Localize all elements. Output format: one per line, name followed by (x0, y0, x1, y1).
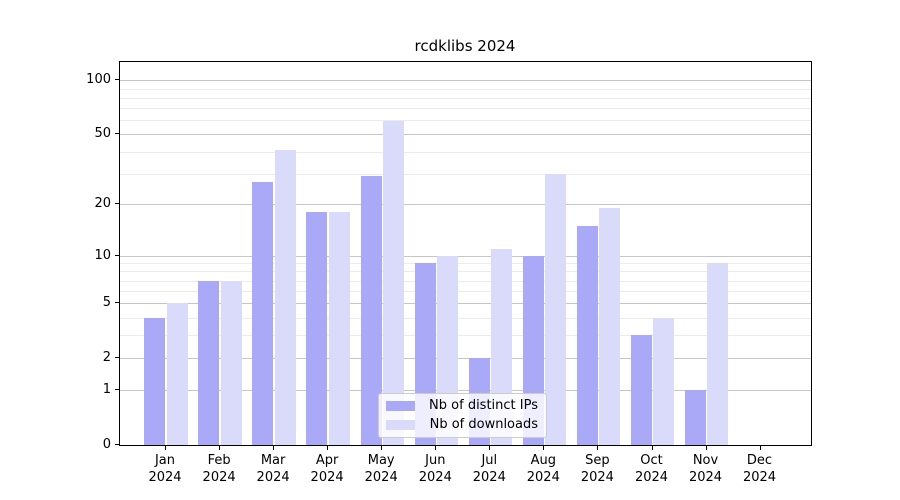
gridline-minor (120, 120, 811, 122)
bar-distinct-ips-nov (684, 390, 706, 445)
legend: Nb of distinct IPs Nb of downloads (378, 393, 547, 438)
legend-item-downloads: Nb of downloads (386, 418, 538, 432)
x-tick-label: Dec 2024 (742, 453, 777, 485)
gridline-minor (120, 317, 811, 319)
x-tick-label: Feb 2024 (202, 453, 236, 485)
gridline-minor (120, 151, 811, 153)
gridline-major (120, 204, 811, 206)
x-tick-mark (543, 446, 545, 450)
gridline-major (120, 303, 811, 305)
gridline-major (120, 358, 811, 360)
gridline-minor (120, 97, 811, 99)
gridline-minor (120, 263, 811, 264)
y-tick-mark (115, 444, 119, 445)
gridline-minor (120, 88, 811, 90)
bar-downloads-jan (166, 303, 188, 445)
y-tick-mark (115, 389, 119, 391)
y-tick-mark (115, 133, 119, 135)
y-tick-label: 0 (102, 437, 111, 452)
y-tick-label: 2 (102, 350, 111, 366)
y-tick-label: 100 (86, 72, 111, 88)
x-tick-label: Sep 2024 (580, 453, 614, 485)
gridline-minor (120, 291, 811, 293)
gridline-minor (120, 271, 811, 273)
bar-downloads-apr (328, 212, 350, 445)
gridline-major (120, 390, 811, 392)
x-tick-mark (489, 446, 491, 450)
x-tick-label: Jun 2024 (418, 453, 452, 485)
x-tick-label: Aug 2024 (526, 453, 560, 485)
x-tick-mark (165, 446, 166, 450)
x-tick-mark (327, 446, 329, 450)
y-tick-mark (115, 302, 119, 304)
gridline-minor (120, 335, 811, 337)
bar-distinct-ips-oct (630, 335, 652, 445)
bar-distinct-ips-apr (306, 212, 328, 445)
x-tick-mark (705, 446, 707, 450)
x-tick-label: Jan 2024 (148, 453, 182, 485)
y-tick-label: 50 (94, 126, 111, 142)
gridline-minor (120, 108, 811, 110)
x-tick-label: Mar 2024 (256, 453, 290, 485)
gridline-major (120, 134, 811, 136)
y-tick-label: 20 (94, 196, 111, 212)
x-tick-label: Nov 2024 (688, 453, 723, 485)
bar-distinct-ips-feb (198, 280, 220, 445)
bar-distinct-ips-jan (144, 317, 166, 445)
y-tick-mark (115, 203, 119, 205)
bar-downloads-nov (707, 263, 729, 445)
legend-item-distinct-ips: Nb of distinct IPs (386, 399, 538, 413)
legend-swatch-downloads-icon (386, 420, 415, 430)
y-tick-mark (115, 357, 119, 359)
bar-downloads-aug (545, 173, 566, 445)
bar-downloads-feb (220, 280, 242, 445)
x-tick-mark (597, 446, 599, 450)
y-tick-mark (115, 254, 119, 256)
x-tick-mark (381, 446, 383, 450)
x-tick-label: May 2024 (364, 453, 398, 485)
gridline-major (120, 80, 811, 82)
bar-downloads-may (382, 121, 404, 445)
legend-label-downloads: Nb of downloads (429, 417, 538, 432)
x-tick-mark (219, 446, 221, 450)
x-tick-mark (651, 446, 653, 450)
x-tick-mark (435, 446, 437, 450)
y-tick-label: 1 (102, 382, 111, 398)
plot-area: Nb of distinct IPs Nb of downloads (119, 61, 812, 446)
legend-label-distinct-ips: Nb of distinct IPs (429, 398, 538, 413)
x-tick-label: Oct 2024 (634, 453, 669, 485)
bar-downloads-mar (274, 149, 296, 445)
x-tick-label: Jul 2024 (472, 453, 506, 485)
gridline-minor (120, 280, 811, 282)
bar-downloads-sep (599, 208, 621, 445)
gridline-major (120, 255, 811, 257)
x-tick-mark (759, 446, 761, 450)
y-tick-mark (115, 79, 119, 81)
chart-title: rcdklibs 2024 (414, 37, 516, 55)
x-tick-label: Apr 2024 (310, 453, 344, 485)
y-tick-label: 10 (94, 247, 111, 263)
y-tick-label: 5 (102, 295, 111, 311)
legend-swatch-distinct-ips-icon (386, 401, 415, 411)
bar-distinct-ips-mar (252, 181, 274, 445)
gridline-minor (120, 173, 811, 175)
x-tick-mark (273, 446, 275, 450)
bar-distinct-ips-may (360, 176, 382, 445)
bar-distinct-ips-sep (576, 225, 598, 445)
bar-downloads-oct (653, 317, 675, 445)
